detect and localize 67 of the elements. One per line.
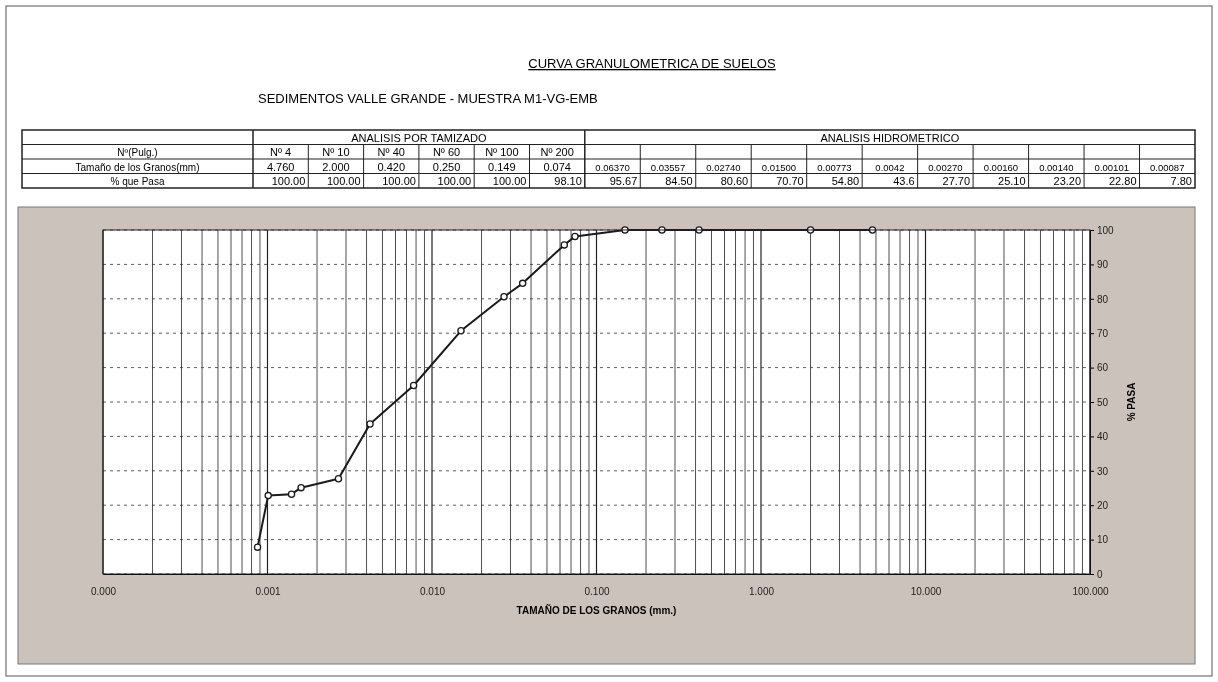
x-tick-label: 0.000 [90,586,117,598]
text: 95.67 [609,175,638,187]
text: 100.00 [437,175,472,187]
x-tick-label: 100.000 [1072,586,1110,598]
y-axis-title: % PASA [1126,382,1137,422]
text: Nº(Pulg.) [117,147,158,158]
text: 84.50 [665,175,693,187]
y-tick-label: 10 [1097,534,1109,546]
text: 2.000 [322,160,350,173]
text: 100.00 [271,175,306,187]
text: Nº 40 [377,146,405,158]
text: 98.10 [554,175,582,187]
text: 80.60 [720,175,749,187]
text: 0.02740 [706,161,741,173]
text: 0.420 [377,160,406,173]
text: 22.80 [1109,175,1137,187]
text: 100.00 [382,175,416,187]
text: Nº 4 [270,146,292,158]
text: 54.80 [831,175,860,187]
text: 100.00 [326,175,361,187]
y-tick-label: 60 [1097,362,1109,374]
chart-subtitle: SEDIMENTOS VALLE GRANDE - MUESTRA M1-VG-EMB [258,91,598,106]
text: ANALISIS HIDROMETRICO [820,131,960,144]
y-tick-label: 70 [1097,327,1109,339]
text: 0.06370 [595,161,630,173]
text: 4.760 [266,160,295,173]
x-tick-label: 0.010 [419,586,446,598]
chart-title: CURVA GRANULOMETRICA DE SUELOS [528,56,776,71]
text: 0.00101 [1094,161,1129,173]
text: % que Pasa [110,176,165,187]
y-tick-label: 50 [1097,396,1109,408]
text: 0.149 [488,160,516,173]
y-tick-label: 80 [1097,293,1109,305]
text: Nº 60 [432,146,461,158]
x-axis-title: TAMAÑO DE LOS GRANOS (mm.) [516,604,677,616]
text: 27.70 [942,175,971,187]
text: 100.00 [492,175,527,187]
x-tick-label: 0.001 [255,586,281,598]
text: ANALISIS POR TAMIZADO [351,131,487,144]
text: 70.70 [776,175,804,187]
text: 23.20 [1053,175,1082,187]
text: 0.00270 [928,161,963,173]
text: 43.6 [893,175,915,187]
text: 0.0042 [875,161,905,173]
text: 0.00087 [1150,161,1185,173]
text: 0.01500 [761,161,797,173]
x-tick-label: 0.100 [584,586,610,598]
text: Tamaño de los Granos(mm) [75,161,200,173]
text: 0.00160 [983,161,1019,173]
text: 0.00773 [817,161,852,173]
x-tick-label: 10.000 [910,586,942,598]
text: Nº 100 [485,146,519,158]
y-tick-label: 0 [1097,568,1103,580]
text: 0.074 [543,160,571,173]
text: 0.03557 [650,161,686,173]
y-tick-label: 20 [1097,499,1109,511]
y-tick-label: 90 [1097,259,1109,271]
text: Nº 200 [540,146,574,158]
y-tick-label: 40 [1097,431,1109,443]
text: Nº 10 [322,146,350,158]
text: 0.250 [432,160,461,173]
x-tick-label: 1.000 [748,586,775,598]
text: 7.80 [1170,175,1192,187]
text: 0.00140 [1039,161,1074,173]
y-tick-label: 100 [1097,224,1115,236]
text: 25.10 [998,175,1026,187]
y-tick-label: 30 [1097,465,1109,477]
